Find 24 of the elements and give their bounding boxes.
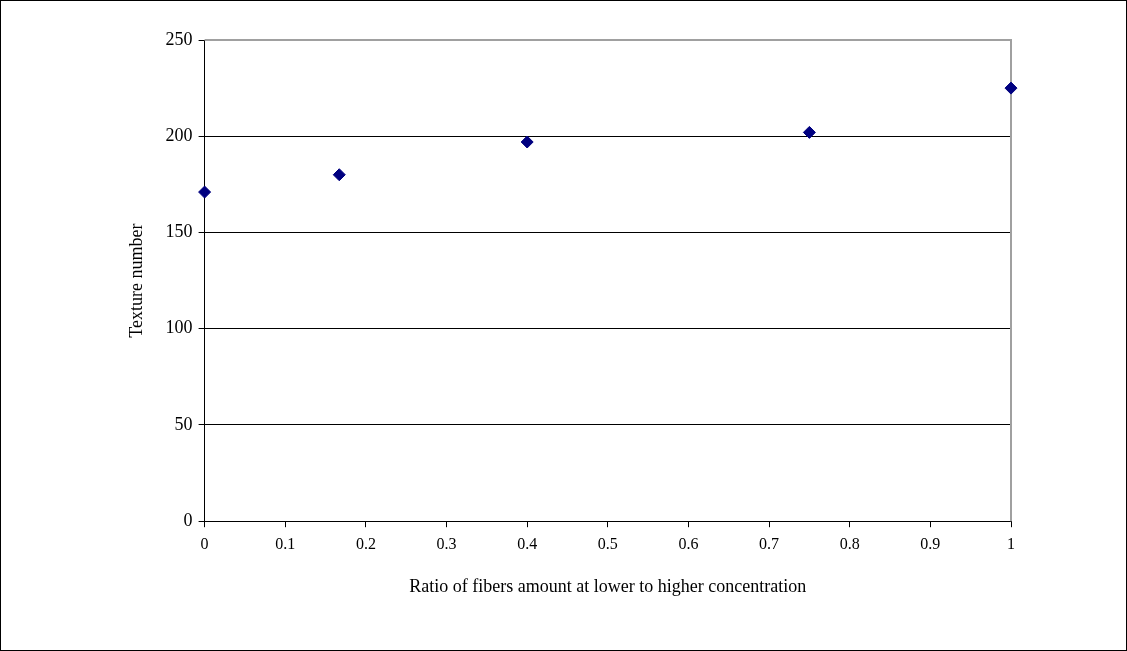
x-tick-label: 0.1 xyxy=(275,535,296,552)
y-tick-label: 100 xyxy=(165,317,193,338)
y-tick-label: 150 xyxy=(165,221,193,242)
y-tick-label: 250 xyxy=(165,28,193,49)
x-tick-label: 0.9 xyxy=(920,535,941,552)
x-tick-label: 0.3 xyxy=(436,535,457,552)
x-tick-label: 0 xyxy=(200,535,209,552)
point xyxy=(198,185,212,199)
x-tick-label: 0.2 xyxy=(355,535,376,552)
x-tick-label: 0.5 xyxy=(597,535,618,552)
point xyxy=(1004,81,1018,95)
x-axis-title: Ratio of fibers amount at lower to higher concentration xyxy=(409,575,807,596)
x-tick-label: 0.6 xyxy=(678,535,699,552)
x-tick-label: 0.4 xyxy=(517,535,538,552)
y-tick-label: 200 xyxy=(165,124,193,145)
x-tick-label: 1 xyxy=(1007,535,1015,552)
point xyxy=(520,135,534,149)
y-tick-label: 50 xyxy=(174,413,193,434)
point xyxy=(802,125,816,139)
x-tick-label: 0.8 xyxy=(839,535,860,552)
y-tick-label: 0 xyxy=(183,509,193,530)
y-axis-title: Texture number xyxy=(125,223,146,338)
point xyxy=(332,168,346,182)
x-tick-label: 0.7 xyxy=(759,535,780,552)
